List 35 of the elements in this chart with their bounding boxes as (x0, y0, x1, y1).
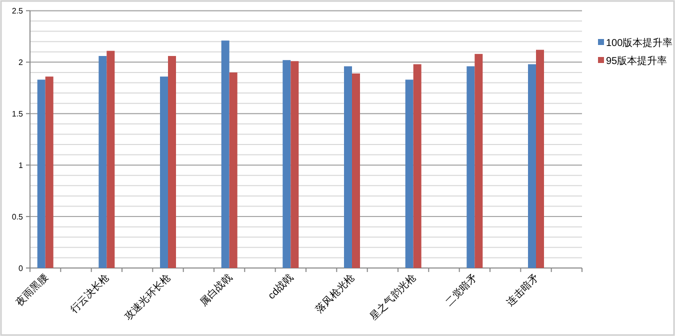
bar (282, 60, 291, 268)
x-tick-label: cd战戟 (266, 272, 296, 302)
bar (528, 64, 536, 268)
x-tick-label: 行云决长枪 (68, 272, 112, 316)
legend-label: 95版本提升率 (606, 55, 668, 67)
bar (474, 54, 483, 268)
bar (466, 66, 475, 268)
bar (536, 50, 544, 268)
bar (352, 73, 360, 268)
bar (106, 50, 115, 268)
bar (160, 76, 168, 268)
bar (45, 76, 54, 268)
bar (344, 66, 352, 268)
y-tick-label: 2 (18, 58, 24, 68)
x-tick-label: 星之气韵光枪 (368, 272, 418, 323)
x-tick-label: 落风枪光枪 (313, 272, 358, 316)
bar (290, 61, 299, 268)
bar (168, 56, 176, 268)
x-tick-label: 连击暗矛 (504, 272, 542, 308)
x-tick-label: 攻速光环长枪 (122, 272, 174, 323)
bar (413, 64, 422, 268)
legend-label: 100版本提升率 (606, 37, 673, 49)
x-tick-label: 二觉暗矛 (443, 272, 480, 308)
bar (405, 80, 414, 268)
bar (221, 40, 230, 268)
y-tick-label: 2.5 (12, 6, 24, 16)
bar (37, 80, 46, 268)
x-tick-label: 夜雨黑腰 (14, 272, 50, 308)
y-tick-label: 0.5 (12, 212, 24, 222)
y-tick-label: 1 (18, 161, 24, 170)
bar (98, 56, 107, 268)
bar (229, 72, 238, 268)
y-tick-label: 0 (18, 264, 24, 273)
x-tick-label: 属白战戟 (198, 272, 234, 308)
y-tick-label: 1.5 (12, 110, 24, 119)
